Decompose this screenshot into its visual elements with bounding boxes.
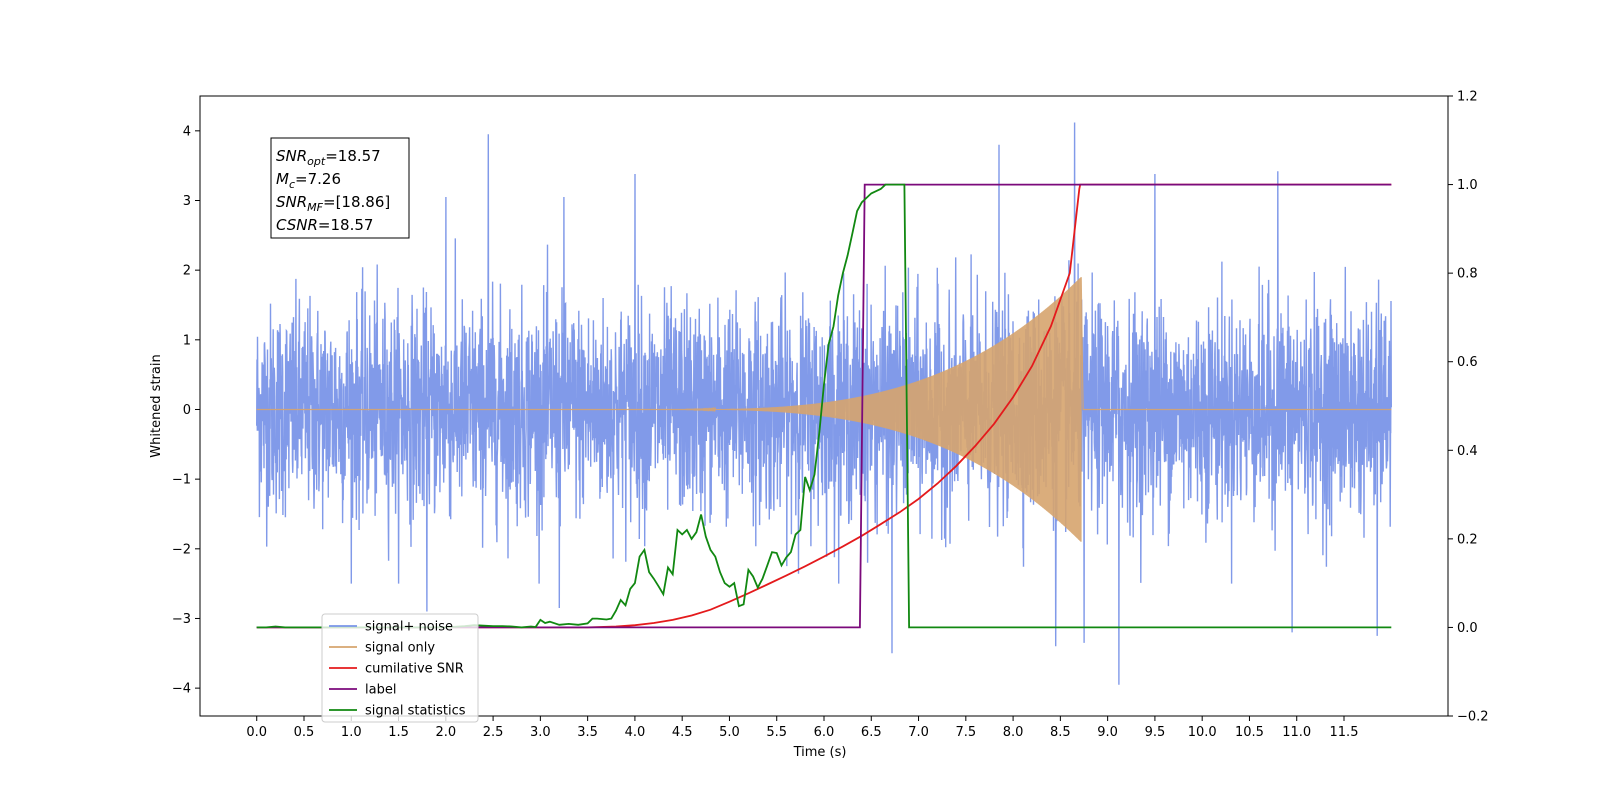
x-tick-label: 0.0 [246,725,267,740]
legend-label: signal only [365,641,435,656]
plot-area [256,122,1392,685]
x-tick-label: 2.0 [435,725,456,740]
series-line-label [256,183,1392,629]
series-line-cumilative-snr [256,183,1392,629]
x-tick-label: 11.5 [1330,725,1359,740]
x-tick-label: 0.5 [294,725,315,740]
y-right-tick-label: 1.2 [1457,90,1478,105]
x-tick-label: 2.5 [483,725,504,740]
x-tick-label: 9.0 [1097,725,1118,740]
y-left-tick-label: −1 [172,473,191,488]
legend-label: label [365,683,396,698]
x-tick-label: 8.5 [1050,725,1071,740]
y-right-tick-label: 0.6 [1457,355,1478,370]
y-right-tick-label: 0.8 [1457,267,1478,282]
y-right-tick-label: 0.4 [1457,444,1478,459]
x-tick-label: 3.0 [530,725,551,740]
x-tick-label: 1.0 [341,725,362,740]
series-line-signal-only [256,277,1392,542]
y-left-tick-label: −2 [172,542,191,557]
x-tick-label: 6.0 [814,725,835,740]
x-axis-ticks: 0.0 0.5 1.0 1.5 2.0 2.5 3.0 3.5 4.0 4.5 5.0 5.5 6.0 6… [246,716,1358,740]
legend-label: signal+ noise [365,620,453,635]
x-tick-label: 3.5 [577,725,598,740]
y-right-tick-label: 0.0 [1457,621,1478,636]
y-left-tick-label: 2 [183,264,191,279]
x-tick-label: 4.5 [672,725,693,740]
annotation-line: Mc=7.26 [276,170,341,191]
x-tick-label: 1.5 [388,725,409,740]
x-tick-label: 10.5 [1235,725,1264,740]
legend: signal+ noise signal only cumilative SNR la… [321,613,479,723]
x-tick-label: 7.0 [908,725,929,740]
y-right-tick-label: 1.0 [1457,178,1478,193]
x-tick-label: 4.0 [625,725,646,740]
y-left-tick-label: 0 [183,403,191,418]
x-tick-label: 9.5 [1145,725,1166,740]
y-axis-right-ticks: 1.2 1.0 0.8 0.6 0.4 0.2 0.0 −0.2 [1448,90,1489,725]
y-left-tick-label: 3 [183,194,191,209]
x-tick-label: 11.0 [1282,725,1311,740]
x-tick-label: 6.5 [861,725,882,740]
y-right-tick-label: −0.2 [1457,710,1489,725]
legend-label: signal statistics [365,704,466,719]
series-line-signal-statistics [256,183,1392,629]
x-axis-label: Time (s) [793,745,847,760]
legend-frame [321,613,479,723]
x-tick-label: 7.5 [955,725,976,740]
y-axis-left-label: Whitened strain [149,354,164,457]
y-axis-left-ticks: 4 3 2 1 0 −1 −2 −3 −4 [172,124,200,697]
x-tick-label: 5.0 [719,725,740,740]
x-tick-label: 10.0 [1188,725,1217,740]
y-right-tick-label: 0.2 [1457,532,1478,547]
y-left-tick-label: 1 [183,333,191,348]
y-left-tick-label: −3 [172,612,191,627]
y-left-tick-label: 4 [183,124,191,139]
x-tick-label: 5.5 [766,725,787,740]
y-left-tick-label: −4 [172,682,191,697]
annotation-line: SNRopt=18.57 [276,147,381,168]
annotation-line: CSNR=18.57 [276,216,373,234]
annotation-frame [270,137,410,239]
x-tick-label: 8.0 [1003,725,1024,740]
legend-label: cumilative SNR [365,662,464,677]
annotation-line: SNRMF=[18.86] [276,193,390,214]
